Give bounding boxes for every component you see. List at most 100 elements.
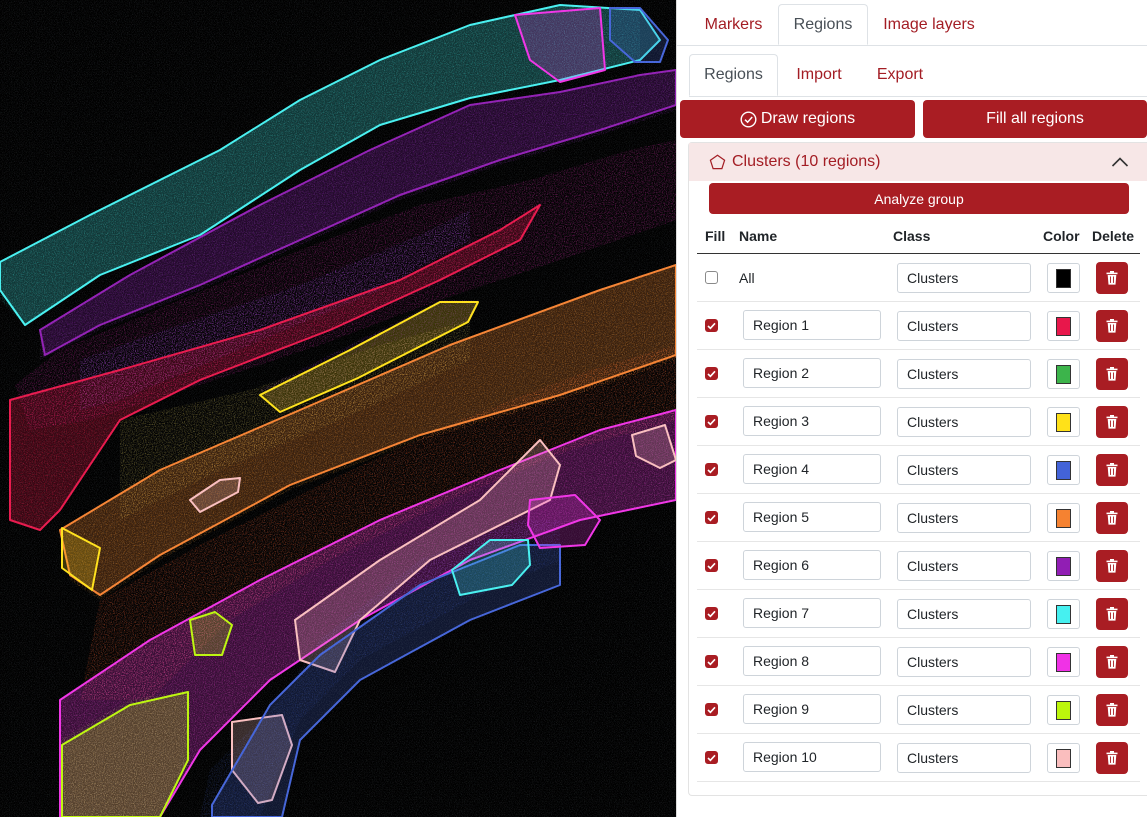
color-picker-region-3[interactable] [1047, 407, 1080, 437]
table-row-divider [697, 637, 1140, 638]
delete-button-region-3[interactable] [1096, 406, 1128, 438]
region-class-input-region-3[interactable]: Clusters [897, 407, 1031, 437]
delete-button-region-1[interactable] [1096, 310, 1128, 342]
delete-button-region-2[interactable] [1096, 358, 1128, 390]
color-picker-region-2[interactable] [1047, 359, 1080, 389]
fill-checkbox-region-4[interactable] [705, 463, 718, 476]
region-overlay-canvas[interactable] [0, 0, 676, 817]
fill-checkbox-region-1[interactable] [705, 319, 718, 332]
delete-button-region-4[interactable] [1096, 454, 1128, 486]
analyze-group-label: Analyze group [874, 190, 964, 207]
region-class-input-region-7[interactable]: Clusters [897, 599, 1031, 629]
subtab-export[interactable]: Export [876, 66, 924, 83]
subtab-import[interactable]: Import [796, 66, 842, 83]
color-swatch-region-6 [1056, 556, 1071, 576]
delete-button-region-6[interactable] [1096, 550, 1128, 582]
trash-icon [1106, 271, 1118, 285]
trash-icon [1106, 703, 1118, 717]
trash-icon [1106, 607, 1118, 621]
check-icon [707, 754, 716, 762]
delete-button-region-7[interactable] [1096, 598, 1128, 630]
color-picker-region-4[interactable] [1047, 455, 1080, 485]
region-name-input-region-3[interactable]: Region 3 [743, 406, 881, 436]
check-icon [707, 610, 716, 618]
fill-checkbox-all[interactable] [705, 271, 718, 284]
tissue-image-viewer[interactable] [0, 0, 676, 817]
tab-image-layers[interactable]: Image layers [883, 15, 975, 33]
table-row-divider [697, 589, 1140, 590]
trash-icon [1106, 367, 1118, 381]
region-name-input-region-2[interactable]: Region 2 [743, 358, 881, 388]
region-name-input-region-1[interactable]: Region 1 [743, 310, 881, 340]
color-picker-all[interactable] [1047, 263, 1080, 293]
fill-checkbox-region-6[interactable] [705, 559, 718, 572]
fill-all-regions-button[interactable]: Fill all regions [923, 100, 1147, 138]
region-name-input-region-6[interactable]: Region 6 [743, 550, 881, 580]
color-swatch-region-5 [1056, 508, 1071, 528]
region-name-input-region-8[interactable]: Region 8 [743, 646, 881, 676]
region-name-input-region-4[interactable]: Region 4 [743, 454, 881, 484]
tab-regions[interactable]: Regions [778, 4, 868, 45]
trash-icon [1106, 655, 1118, 669]
fill-checkbox-region-3[interactable] [705, 415, 718, 428]
fill-checkbox-region-10[interactable] [705, 751, 718, 764]
fill-checkbox-region-7[interactable] [705, 607, 718, 620]
subtab-regions[interactable]: Regions [689, 54, 778, 96]
region-class-input-region-6[interactable]: Clusters [897, 551, 1031, 581]
table-row-divider [697, 781, 1140, 782]
sub-tabs-divider [689, 96, 1147, 97]
region-group-header[interactable]: Clusters (10 regions) [689, 143, 1147, 181]
color-picker-region-5[interactable] [1047, 503, 1080, 533]
tab-markers[interactable]: Markers [704, 15, 763, 33]
fill-checkbox-region-9[interactable] [705, 703, 718, 716]
delete-button-region-10[interactable] [1096, 742, 1128, 774]
region-class-input-all[interactable]: Clusters [897, 263, 1031, 293]
check-icon [707, 322, 716, 330]
color-picker-region-7[interactable] [1047, 599, 1080, 629]
chevron-up-icon[interactable] [1111, 155, 1129, 173]
color-swatch-region-9 [1056, 700, 1071, 720]
draw-regions-button[interactable]: Draw regions [680, 100, 915, 138]
region-class-input-region-5[interactable]: Clusters [897, 503, 1031, 533]
check-icon [707, 466, 716, 474]
analyze-group-button[interactable]: Analyze group [709, 183, 1129, 214]
column-header-fill: Fill [705, 228, 726, 244]
color-swatch-region-3 [1056, 412, 1071, 432]
region-class-input-region-9[interactable]: Clusters [897, 695, 1031, 725]
table-row-divider [697, 349, 1140, 350]
color-swatch-region-7 [1056, 604, 1071, 624]
fill-checkbox-region-2[interactable] [705, 367, 718, 380]
column-header-color: Color [1043, 228, 1080, 244]
main-tabs-divider [677, 45, 1147, 46]
table-row-divider [697, 541, 1140, 542]
delete-button-region-9[interactable] [1096, 694, 1128, 726]
fill-checkbox-region-8[interactable] [705, 655, 718, 668]
check-icon [707, 418, 716, 426]
region-class-input-region-8[interactable]: Clusters [897, 647, 1031, 677]
column-header-name: Name [739, 228, 778, 244]
main-tabs: Markers Regions Image layers [689, 4, 990, 45]
color-picker-region-9[interactable] [1047, 695, 1080, 725]
fill-checkbox-region-5[interactable] [705, 511, 718, 524]
region-name-input-region-7[interactable]: Region 7 [743, 598, 881, 628]
color-picker-region-8[interactable] [1047, 647, 1080, 677]
delete-button-region-5[interactable] [1096, 502, 1128, 534]
color-picker-region-6[interactable] [1047, 551, 1080, 581]
region-class-input-region-10[interactable]: Clusters [897, 743, 1031, 773]
delete-button-region-8[interactable] [1096, 646, 1128, 678]
color-picker-region-10[interactable] [1047, 743, 1080, 773]
trash-icon [1106, 415, 1118, 429]
region-name-input-region-5[interactable]: Region 5 [743, 502, 881, 532]
delete-button-all[interactable] [1096, 262, 1128, 294]
draw-regions-label: Draw regions [760, 110, 856, 127]
color-swatch-region-1 [1056, 316, 1071, 336]
color-picker-region-1[interactable] [1047, 311, 1080, 341]
region-class-input-region-4[interactable]: Clusters [897, 455, 1031, 485]
region-class-input-region-1[interactable]: Clusters [897, 311, 1031, 341]
fill-all-regions-label: Fill all regions [986, 110, 1084, 127]
region-name-input-region-10[interactable]: Region 10 [743, 742, 881, 772]
region-name-input-region-9[interactable]: Region 9 [743, 694, 881, 724]
color-swatch-region-2 [1056, 364, 1071, 384]
region-class-input-region-2[interactable]: Clusters [897, 359, 1031, 389]
table-row-divider [697, 301, 1140, 302]
